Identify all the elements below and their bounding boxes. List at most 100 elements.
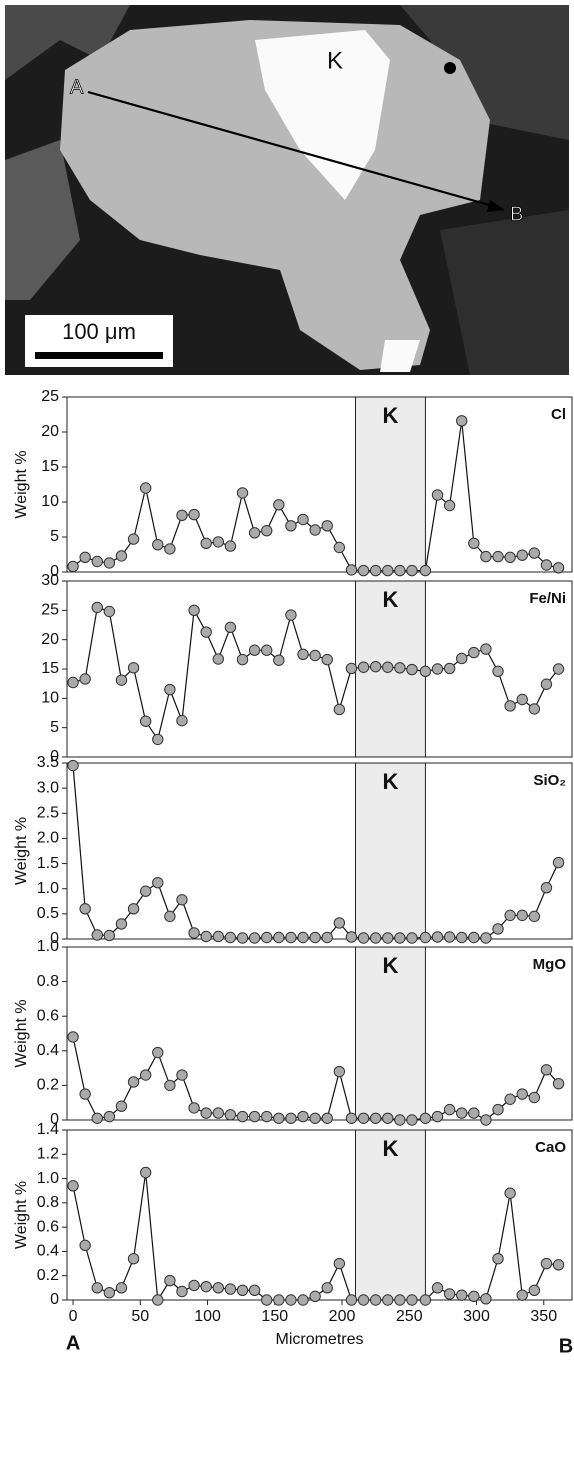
data-point (164, 543, 176, 555)
data-point (540, 678, 553, 690)
data-point (528, 910, 541, 923)
data-point (419, 931, 432, 944)
data-point (236, 1284, 249, 1296)
data-point (321, 653, 333, 666)
region-label: K (382, 953, 398, 978)
data-point (480, 550, 492, 563)
y-tick-label: 2.5 (37, 805, 59, 822)
data-point (309, 931, 321, 944)
end-label: B (559, 1335, 573, 1357)
data-point (394, 1294, 406, 1306)
data-point (139, 715, 152, 727)
data-point (552, 856, 565, 869)
data-point (152, 539, 164, 551)
data-point (504, 1093, 516, 1105)
y-tick-label: 2.0 (37, 830, 59, 847)
plot-frame (66, 396, 573, 573)
plot-frame (66, 1129, 573, 1301)
data-point (345, 1294, 358, 1306)
data-point (224, 540, 237, 552)
data-point (468, 537, 480, 549)
y-tick-label: 0.8 (37, 1194, 59, 1211)
micrograph: A B K 100 μm (5, 5, 569, 375)
point-label: A (70, 76, 84, 98)
data-point (248, 1110, 261, 1123)
data-point (176, 714, 188, 727)
y-tick-label: 0.6 (37, 1007, 59, 1024)
start-label: A (66, 1332, 80, 1354)
data-point (297, 1294, 309, 1306)
data-point (406, 1294, 418, 1306)
data-point (115, 1100, 128, 1112)
region-label: K (382, 1136, 398, 1161)
data-point (357, 1112, 370, 1124)
grain (400, 5, 569, 140)
data-point (200, 1280, 212, 1293)
shaded-region (354, 946, 426, 1121)
data-point (333, 917, 346, 929)
y-tick-label: 30 (41, 572, 59, 589)
data-point (357, 932, 370, 944)
data-point (79, 551, 91, 563)
data-point (456, 415, 468, 427)
data-point (67, 759, 79, 772)
series-label: MgO (533, 956, 567, 973)
grain-rim (60, 20, 490, 370)
data-point (492, 1253, 504, 1265)
data-point (321, 931, 333, 944)
data-point (164, 910, 176, 923)
data-point (369, 660, 382, 673)
grain (5, 140, 80, 300)
data-point (224, 931, 237, 944)
grain (440, 210, 569, 375)
data-point (333, 703, 346, 716)
y-tick-label: 1.0 (37, 938, 59, 955)
data-point (224, 621, 237, 634)
y-tick-label: 20 (41, 631, 59, 648)
data-point (357, 564, 370, 577)
data-point (468, 1290, 480, 1303)
x-tick-label: 100 (194, 1308, 221, 1325)
x-tick-label: 300 (463, 1308, 490, 1325)
data-point (357, 1294, 370, 1306)
data-point (248, 527, 261, 539)
data-point (468, 1107, 480, 1119)
data-point (394, 932, 406, 944)
data-point (127, 903, 140, 915)
data-point (480, 643, 492, 655)
data-point (236, 487, 249, 499)
data-point (419, 665, 432, 678)
data-point (297, 648, 309, 661)
data-point (394, 1114, 406, 1126)
data-point (443, 1103, 456, 1116)
data-point (67, 676, 79, 689)
data-point (431, 663, 444, 675)
data-point (528, 1284, 541, 1296)
data-point (406, 932, 418, 944)
data-point (103, 929, 116, 942)
data-point (200, 930, 212, 943)
data-point (297, 1110, 309, 1123)
y-tick-label: 0.2 (37, 1267, 59, 1284)
arrow-head (487, 200, 505, 212)
scale-bar-label: 100 μm (62, 319, 136, 344)
data-point (248, 644, 261, 656)
data-point (236, 653, 249, 666)
data-point (492, 550, 504, 563)
data-point (406, 1114, 418, 1126)
y-tick-label: 20 (41, 423, 59, 440)
data-point (212, 930, 224, 943)
data-point (394, 662, 406, 674)
data-point (345, 931, 358, 943)
shaded-region (354, 1129, 426, 1301)
data-point (248, 932, 261, 944)
data-point (91, 601, 103, 614)
data-point (103, 605, 116, 618)
data-point (261, 525, 273, 537)
data-point (552, 562, 565, 574)
series-label: CaO (535, 1139, 566, 1156)
y-axis-label: Weight % (13, 817, 30, 885)
data-point (540, 1064, 553, 1076)
data-point (285, 609, 297, 621)
data-point (321, 1112, 333, 1124)
